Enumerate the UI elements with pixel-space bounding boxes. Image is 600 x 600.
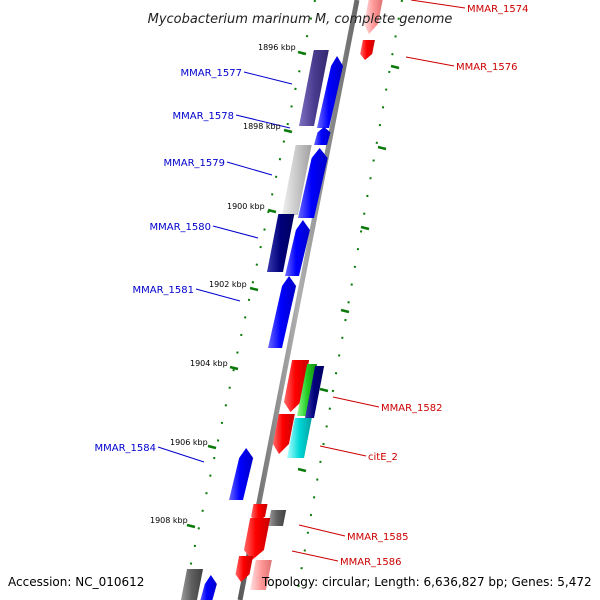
tick-mark: [267, 208, 277, 214]
kbp-ticks: [186, 50, 400, 529]
gene-mmar-1578[interactable]: [314, 127, 331, 145]
gene-mmar-1585-red[interactable]: [251, 504, 268, 522]
kbp-label-1896: 1896 kbp: [258, 43, 296, 52]
gene-mmar-1580[interactable]: [285, 220, 310, 276]
leader-mmar-1574: [410, 0, 466, 9]
genome-backbone: [237, 0, 360, 600]
gene-label-mmar-1586[interactable]: MMAR_1586: [340, 557, 402, 568]
tick-mark: [340, 308, 350, 314]
map-title: Mycobacterium marinum M, complete genome: [148, 12, 453, 27]
gene-label-mmar-1585[interactable]: MMAR_1585: [347, 532, 409, 543]
gene-label-mmar-1584[interactable]: MMAR_1584: [95, 443, 157, 454]
gene-label-mmar-1579[interactable]: MMAR_1579: [164, 158, 226, 169]
leader-mmar-1581: [195, 288, 241, 302]
gene-mmar-1584[interactable]: [229, 448, 254, 500]
tick-mark: [319, 387, 329, 393]
gene-label-mmar-1576[interactable]: MMAR_1576: [456, 62, 518, 73]
tick-mark: [249, 286, 259, 292]
kbp-labels: 1896 kbp 1898 kbp 1900 kbp 1902 kbp 1904…: [150, 43, 296, 525]
gene-silver-1579b[interactable]: [282, 145, 312, 215]
kbp-label-1902: 1902 kbp: [209, 280, 247, 289]
tick-mark: [283, 128, 293, 134]
gene-label-mmar-1580[interactable]: MMAR_1580: [150, 222, 212, 233]
gene-features: [180, 0, 383, 600]
gene-gray-bottom[interactable]: [180, 569, 204, 600]
gene-green-1582b[interactable]: [297, 364, 318, 416]
leader-mmar-1585: [298, 524, 346, 537]
leader-mmar-1579: [226, 161, 273, 176]
gene-mmar-1579[interactable]: [298, 148, 328, 218]
leader-mmar-1577: [243, 71, 293, 85]
gene-mmar-1576[interactable]: [360, 40, 375, 60]
gene-red-cite[interactable]: [272, 414, 295, 454]
kbp-label-1898: 1898 kbp: [243, 122, 281, 131]
gene-labels: MMAR_1574 MMAR_1576 MMAR_1577 MMAR_1578 …: [95, 4, 529, 568]
label-leaders: [157, 0, 466, 562]
tick-mark: [297, 467, 307, 473]
gene-mmar-1586[interactable]: [243, 518, 271, 560]
gene-label-mmar-1574[interactable]: MMAR_1574: [467, 4, 529, 15]
tick-mark: [207, 444, 217, 450]
kbp-label-1904: 1904 kbp: [190, 359, 228, 368]
tick-mark: [297, 50, 307, 56]
tick-mark: [360, 225, 370, 231]
kbp-label-1900: 1900 kbp: [227, 202, 265, 211]
gene-label-mmar-1582[interactable]: MMAR_1582: [381, 403, 443, 414]
leader-mmar-1580: [212, 225, 259, 239]
gene-navy-1580b[interactable]: [267, 214, 295, 272]
gene-red-bottom[interactable]: [235, 556, 254, 582]
gene-navy-1582c[interactable]: [305, 366, 325, 418]
gene-label-cite-2[interactable]: citE_2: [368, 452, 398, 463]
topology-text: Topology: circular; Length: 6,636,827 bp…: [261, 575, 592, 589]
gene-mmar-1577[interactable]: [317, 56, 344, 128]
dots-left: [182, 0, 316, 600]
gene-mmar-1582[interactable]: [283, 360, 310, 412]
tick-mark: [390, 64, 400, 70]
dotted-guides: [182, 0, 403, 600]
gene-cite-2[interactable]: [287, 418, 312, 458]
kbp-label-1906: 1906 kbp: [170, 438, 208, 447]
gene-mmar-1585[interactable]: [268, 510, 287, 526]
gene-slate-1577b[interactable]: [299, 50, 329, 126]
leader-mmar-1576: [405, 56, 455, 67]
leader-mmar-1586: [291, 550, 339, 562]
gene-pink-bottom[interactable]: [250, 560, 272, 590]
gene-blue-bottom[interactable]: [199, 575, 217, 600]
leader-mmar-1582: [332, 396, 380, 408]
tick-mark: [186, 523, 196, 529]
gene-label-mmar-1577[interactable]: MMAR_1577: [181, 68, 243, 79]
leader-cite-2: [319, 445, 367, 457]
gene-mmar-1581[interactable]: [268, 276, 297, 348]
tick-mark: [229, 365, 239, 371]
gene-label-mmar-1578[interactable]: MMAR_1578: [173, 111, 235, 122]
kbp-label-1908: 1908 kbp: [150, 516, 188, 525]
tick-mark: [377, 145, 387, 151]
leader-mmar-1584: [157, 446, 205, 463]
accession-text: Accession: NC_010612: [8, 575, 144, 589]
gene-mmar-1574[interactable]: [363, 0, 383, 34]
leader-mmar-1578: [235, 114, 291, 129]
gene-label-mmar-1581[interactable]: MMAR_1581: [133, 285, 195, 296]
